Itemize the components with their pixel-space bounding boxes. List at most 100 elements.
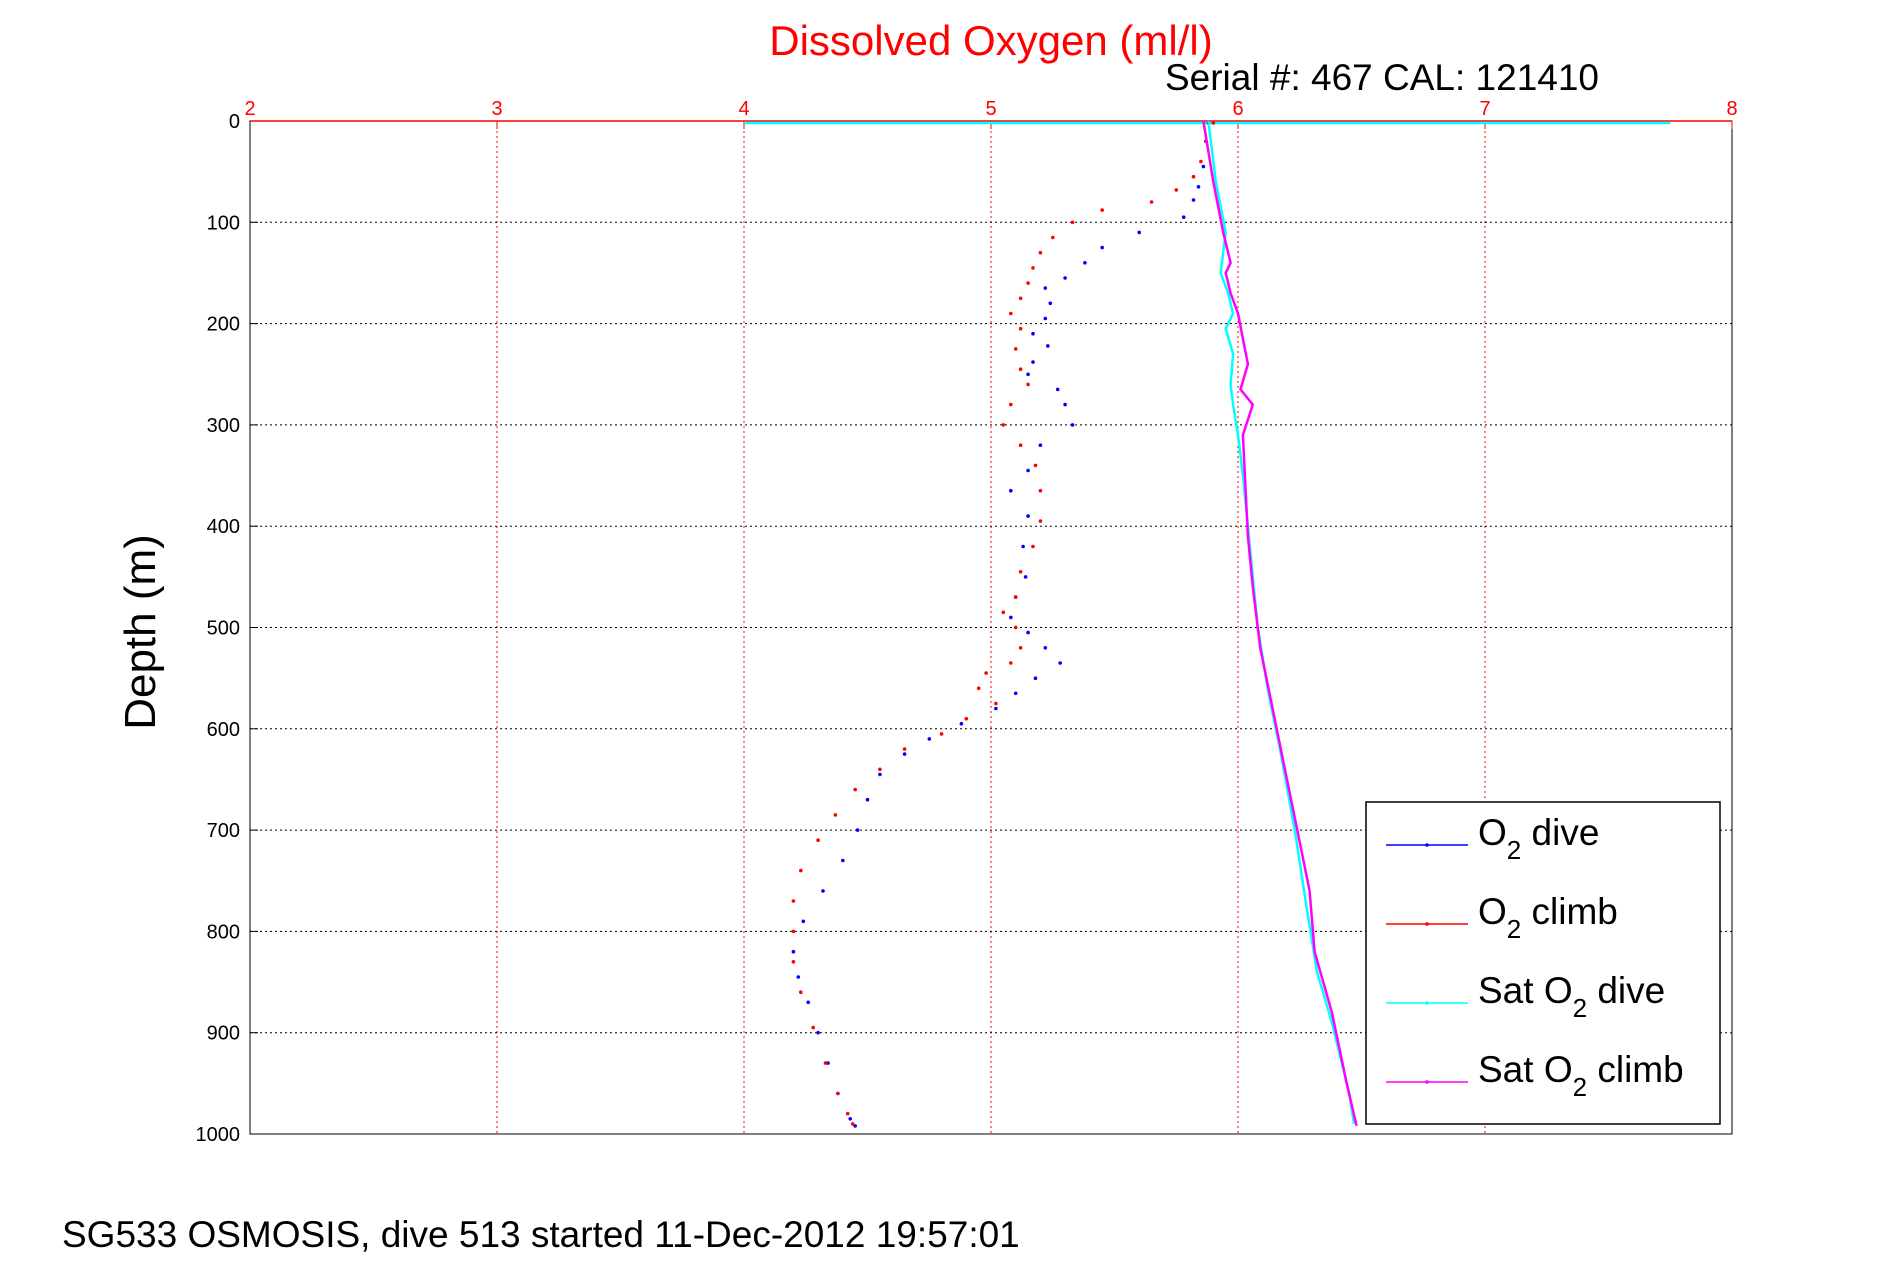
o2_dive-point [1181, 215, 1186, 219]
o2_climb-point [1009, 311, 1013, 316]
o2_dive-point [1100, 245, 1104, 250]
o2_climb-point [833, 813, 838, 817]
o2_climb-point [1013, 347, 1018, 351]
o2_climb-point [845, 1111, 850, 1116]
o2_dive-point [1026, 514, 1030, 518]
o2_dive-point [1063, 402, 1067, 407]
o2_climb-point [1031, 544, 1035, 549]
o2_dive-point [1026, 630, 1030, 635]
o2_climb-point [850, 1122, 855, 1126]
o2_dive-point [1033, 676, 1038, 680]
y-tick-label: 300 [207, 415, 240, 437]
o2_climb-point [1199, 159, 1203, 164]
y-axis-label: Depth (m) [116, 534, 165, 730]
y-tick-label: 800 [207, 921, 240, 943]
o2_climb-point [1013, 595, 1018, 599]
o2_dive-point [841, 858, 845, 863]
y-tick-label: 0 [229, 111, 240, 133]
o2_dive-point [1043, 286, 1048, 290]
o2_climb-point [878, 767, 882, 772]
o2_climb-point [1026, 382, 1030, 387]
legend-item-o2_climb: O2 climb [1386, 891, 1618, 944]
o2_dive-point [994, 706, 998, 711]
o2_dive-point [1043, 646, 1048, 650]
o2_dive-point [959, 721, 964, 726]
o2_dive-point [1058, 661, 1062, 665]
o2_dive-point [1026, 372, 1030, 377]
x-tick-label: 3 [491, 98, 502, 120]
o2_climb-point [1191, 174, 1196, 179]
o2_climb-point [1149, 200, 1154, 204]
o2_dive-point [796, 975, 801, 979]
o2_dive-point [1191, 198, 1196, 202]
o2_climb-point [799, 990, 803, 994]
o2_climb-point [791, 899, 796, 903]
o2_dive-point [1196, 185, 1201, 189]
legend-box [1365, 801, 1721, 1125]
x-tick-label: 4 [738, 98, 749, 120]
o2_climb-point [1009, 661, 1013, 665]
o2_climb-point [976, 686, 981, 691]
o2_climb-point [823, 1061, 828, 1065]
o2_climb-point [1001, 423, 1006, 427]
legend-swatch-marker [1425, 1080, 1429, 1084]
o2_dive-point [1038, 443, 1043, 448]
o2_climb-point [791, 929, 796, 934]
o2_dive-point [791, 949, 796, 954]
o2_climb-point [1038, 488, 1043, 493]
o2_dive-point [1026, 468, 1030, 473]
o2_dive-series [791, 121, 1211, 1128]
y-tick-label: 200 [207, 314, 240, 336]
o2_dive-point [1021, 544, 1025, 549]
y-tick-label: 500 [207, 618, 240, 640]
legend: O2 dive O2 climb Sat O2 dive Sat O2 climb [1365, 801, 1721, 1125]
y-tick-labels: 0 100 200 300 400 500 600 700 800 900 1000 [196, 111, 241, 1146]
sat_o2_dive-series [1207, 120, 1356, 1125]
series-layer [744, 120, 1671, 1128]
o2_dive-point [1031, 331, 1035, 336]
chart-title: Dissolved Oxygen (ml/l) [769, 17, 1212, 64]
o2_climb-point [1051, 235, 1055, 240]
o2_dive-point [801, 919, 806, 924]
o2_dive-point [1023, 575, 1028, 579]
x-tick-label: 6 [1232, 98, 1243, 120]
y-tick-label: 400 [207, 516, 240, 538]
o2_climb-point [1070, 220, 1075, 225]
o2_climb-point [853, 787, 857, 792]
o2_dive-point [865, 797, 870, 802]
o2_dive-point [855, 828, 860, 832]
chart-subtitle: Serial #: 467 CAL: 121410 [1165, 57, 1599, 98]
o2_dive-point [1013, 691, 1018, 696]
o2_dive-point [1043, 316, 1048, 321]
legend-label: Sat O2 dive [1478, 970, 1665, 1023]
o2_climb-point [1211, 121, 1216, 125]
o2_climb-point [816, 838, 820, 842]
o2_dive-point [1031, 360, 1035, 364]
o2_climb-point [939, 732, 944, 736]
footer-caption: SG533 OSMOSIS, dive 513 started 11-Dec-2… [62, 1214, 1020, 1255]
y-tick-label: 1000 [196, 1124, 241, 1146]
o2_climb-point [994, 701, 998, 706]
o2_climb-point [984, 671, 988, 675]
legend-swatch-marker [1425, 843, 1429, 847]
legend-label: O2 climb [1478, 891, 1618, 944]
o2_climb-point [1018, 646, 1023, 650]
o2_climb-point [1031, 266, 1035, 270]
o2_dive-point [1009, 615, 1013, 620]
o2_dive-point [816, 1030, 820, 1035]
o2_climb-point [1018, 443, 1023, 448]
o2_dive-point [1070, 423, 1075, 427]
o2_climb-point [1033, 463, 1038, 468]
o2_dive-point [902, 752, 907, 756]
y-tick-label: 900 [207, 1023, 240, 1045]
o2_dive-point [806, 1000, 810, 1005]
x-tick-label: 7 [1479, 98, 1490, 120]
o2_climb-point [799, 868, 803, 873]
o2_dive-point [927, 737, 932, 741]
legend-item-sat_o2_dive: Sat O2 dive [1386, 970, 1665, 1023]
o2_dive-point [1201, 164, 1206, 169]
o2_climb-point [1018, 326, 1023, 331]
x-tick-label: 5 [985, 98, 996, 120]
legend-label: Sat O2 climb [1478, 1049, 1684, 1102]
